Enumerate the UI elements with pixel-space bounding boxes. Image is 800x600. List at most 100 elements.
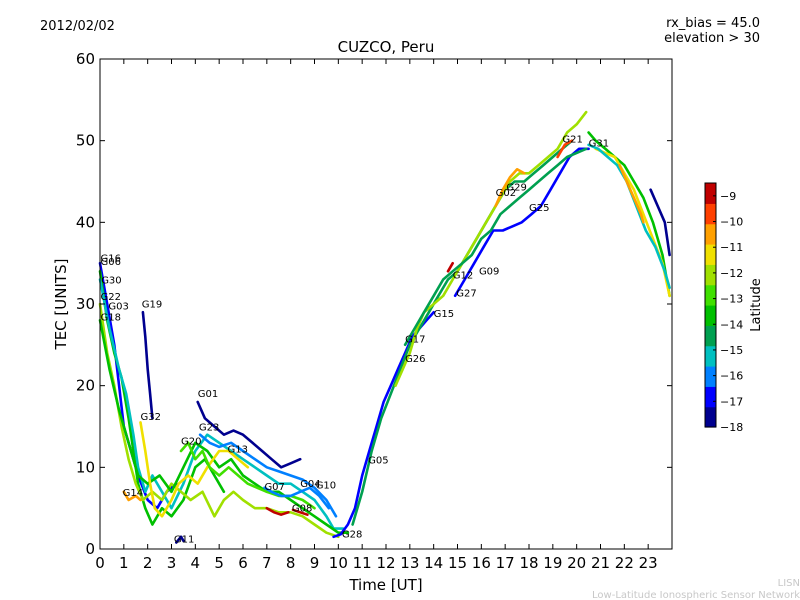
x-tick-label: 9: [310, 554, 320, 572]
tec-series-27: [556, 139, 574, 159]
colorbar-tick-label: −17: [720, 395, 743, 408]
satellite-label: G32: [141, 412, 161, 423]
colorbar-segment: [705, 183, 716, 204]
satellite-label: G16: [100, 254, 120, 265]
satellite-label: G10: [316, 481, 336, 492]
satellite-label: G15: [434, 309, 454, 320]
colorbar-segment: [705, 305, 716, 326]
colorbar-tick-label: −14: [720, 318, 743, 331]
x-tick-label: 20: [567, 554, 586, 572]
satellite-label: G26: [405, 354, 425, 365]
y-tick-label: 10: [76, 458, 95, 476]
satellite-label: G21: [562, 134, 582, 145]
satellite-label: G23: [199, 423, 219, 434]
x-tick-label: 10: [329, 554, 348, 572]
tec-series-7: [122, 490, 142, 502]
colorbar-segment: [705, 284, 716, 306]
satellite-label: G02: [496, 188, 516, 199]
colorbar-tick-label: −9: [720, 190, 736, 203]
y-axis: 0 10 20 30 40 50 60: [76, 50, 672, 558]
satellite-label: G03: [108, 302, 128, 313]
satellite-label: G14: [123, 488, 143, 499]
colorbar-segment: [705, 386, 716, 408]
satellite-label: G01: [198, 389, 218, 400]
satellite-label: G25: [529, 203, 549, 214]
tec-series-6: [139, 421, 250, 518]
x-tick-label: 11: [353, 554, 372, 572]
x-tick-label: 23: [639, 554, 658, 572]
x-axis: 0 1 2 3 4 5 6 7 8 9 10 11 12 13 14 15 16 17 18 19 20 21 22 23: [95, 59, 658, 572]
x-tick-label: 21: [591, 554, 610, 572]
colorbar-frame: [704, 182, 717, 428]
tec-series-8: [196, 400, 302, 469]
tec-series-10: [175, 535, 185, 544]
satellite-label: G09: [479, 267, 499, 278]
satellite-label: G30: [101, 276, 121, 287]
tec-series-18: [453, 147, 590, 298]
x-tick-label: 15: [448, 554, 467, 572]
satellite-label: G13: [228, 445, 248, 456]
x-tick-label: 2: [143, 554, 153, 572]
satellite-label: G27: [456, 289, 476, 300]
satellite-label: G22: [100, 292, 120, 303]
satellite-label: G07: [264, 482, 284, 493]
y-tick-label: 50: [76, 132, 95, 150]
satellite-label: G05: [368, 455, 388, 466]
tec-series-16: [351, 139, 574, 526]
colorbar-tick-label: −11: [720, 241, 743, 254]
satellite-label: G11: [174, 534, 194, 545]
colorbar-segment: [705, 203, 716, 225]
tec-series-26: [649, 188, 671, 257]
chart-title: CUZCO, Peru: [338, 38, 435, 56]
tec-series-9: [198, 433, 338, 518]
y-axis-label: TEC [UNITS]: [52, 259, 70, 351]
tec-series-14: [291, 508, 309, 516]
tec-series-5: [141, 310, 154, 420]
colorbar-segment: [705, 325, 716, 347]
series-layer: [98, 110, 671, 544]
x-tick-label: 19: [543, 554, 562, 572]
y-tick-label: 20: [76, 377, 95, 395]
x-tick-label: 14: [424, 554, 443, 572]
x-tick-label: 5: [214, 554, 224, 572]
x-tick-label: 17: [496, 554, 515, 572]
x-tick-label: 7: [262, 554, 272, 572]
x-tick-label: 18: [519, 554, 538, 572]
tec-series-20: [494, 168, 526, 208]
satellite-label: G19: [142, 299, 162, 310]
colorbar-segment: [705, 244, 716, 265]
colorbar-tick-label: −12: [720, 267, 743, 280]
x-tick-label: 4: [191, 554, 201, 572]
x-tick-label: 16: [472, 554, 491, 572]
satellite-label: G20: [181, 436, 201, 447]
colorbar-segment: [705, 366, 716, 387]
x-tick-label: 1: [119, 554, 129, 572]
colorbar-segment: [705, 406, 716, 428]
tec-series-4: [98, 319, 350, 534]
x-tick-label: 3: [167, 554, 177, 572]
tec-series-21: [446, 261, 454, 273]
satellite-label: G12: [453, 271, 473, 282]
colorbar-label: Latitude: [749, 278, 764, 332]
y-tick-label: 30: [76, 295, 95, 313]
x-tick-label: 8: [286, 554, 296, 572]
elevation-label: elevation > 30: [664, 31, 760, 46]
tec-series-13: [265, 506, 290, 516]
tec-series-22: [587, 131, 671, 298]
x-tick-label: 22: [615, 554, 634, 572]
tec-series-3: [98, 302, 340, 539]
colorbar-segment: [705, 264, 716, 286]
tec-series-25: [618, 163, 645, 224]
colorbar-tick-label: −15: [720, 344, 743, 357]
tec-series-19: [403, 147, 588, 347]
colorbar-segment: [705, 223, 716, 245]
colorbar-tick-label: −16: [720, 370, 743, 383]
x-axis-label: Time [UT]: [348, 576, 422, 594]
satellite-label: G28: [342, 530, 362, 541]
tec-series-23: [594, 147, 671, 298]
colorbar-tick-label: −10: [720, 216, 743, 229]
date-label: 2012/02/02: [40, 19, 115, 34]
tec-series-15: [332, 310, 435, 539]
x-tick-label: 12: [376, 554, 395, 572]
